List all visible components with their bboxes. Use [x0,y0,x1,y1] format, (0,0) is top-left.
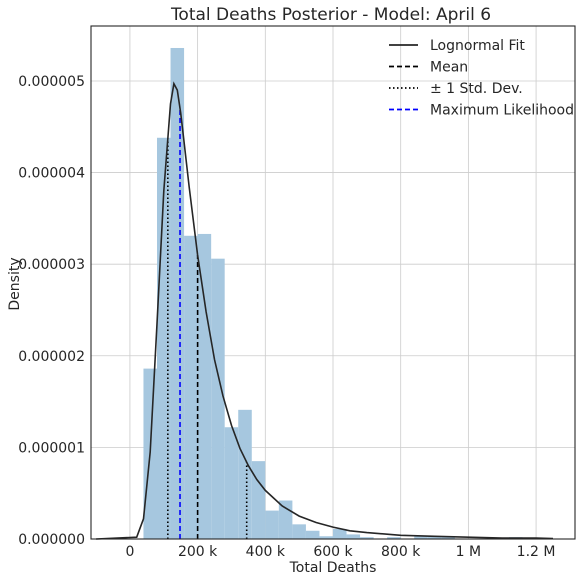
lognormal-fit-line [96,81,554,540]
histogram-bar [333,528,347,539]
x-tick-label: 600 k [313,544,353,560]
histogram-bar [184,235,198,540]
y-tick-label: 0.000005 [18,74,85,90]
x-tick-label: 0 [125,544,134,560]
histogram-bar [441,536,455,539]
x-tick-label: 400 k [246,544,286,560]
y-axis-label: Density [7,257,23,310]
x-tick-label: 1 M [456,544,481,560]
y-axis-ticks: 0.000000 0.000001 0.000002 0.000003 0.000004… [18,74,85,548]
histogram-bar [305,530,320,539]
legend-label: Lognormal Fit [430,38,525,54]
legend-label: ± 1 Std. Dev. [430,81,523,97]
histogram-bar [319,536,333,539]
y-tick-label: 0.000000 [18,532,85,548]
histogram-bar [238,409,252,539]
histogram-bar [414,536,428,539]
x-axis-ticks: 0 200 k 400 k 600 k 800 k 1 M 1.2 M [125,544,555,560]
histogram-bar [427,536,442,539]
histogram-bar [224,427,239,539]
legend-label: Maximum Likelihood [430,103,574,119]
vertical-reference-lines [167,108,248,539]
histogram-bar [346,534,361,539]
chart-title: Total Deaths Posterior - Model: April 6 [170,5,491,25]
histogram-bar [251,461,266,539]
histogram-bar [292,524,306,539]
histogram-bar [278,500,293,539]
x-tick-label: 1.2 M [517,544,556,560]
x-tick-label: 200 k [178,544,218,560]
histogram-bar [211,258,225,539]
y-tick-label: 0.000001 [18,440,85,456]
histogram-bar [265,510,279,539]
histogram-bar [387,537,401,539]
y-tick-label: 0.000003 [18,257,85,273]
plot-frame [90,25,576,540]
x-tick-label: 800 k [381,544,421,560]
histogram-bars [143,47,537,540]
histogram-bar [197,233,212,539]
y-tick-label: 0.000002 [18,349,85,365]
legend-label: Mean [430,60,468,76]
histogram-bar [360,537,374,539]
x-axis-label: Total Deaths [289,560,377,576]
legend: Lognormal Fit Mean ± 1 Std. Dev. Maximum Li… [389,38,574,119]
y-tick-label: 0.000004 [18,166,85,182]
